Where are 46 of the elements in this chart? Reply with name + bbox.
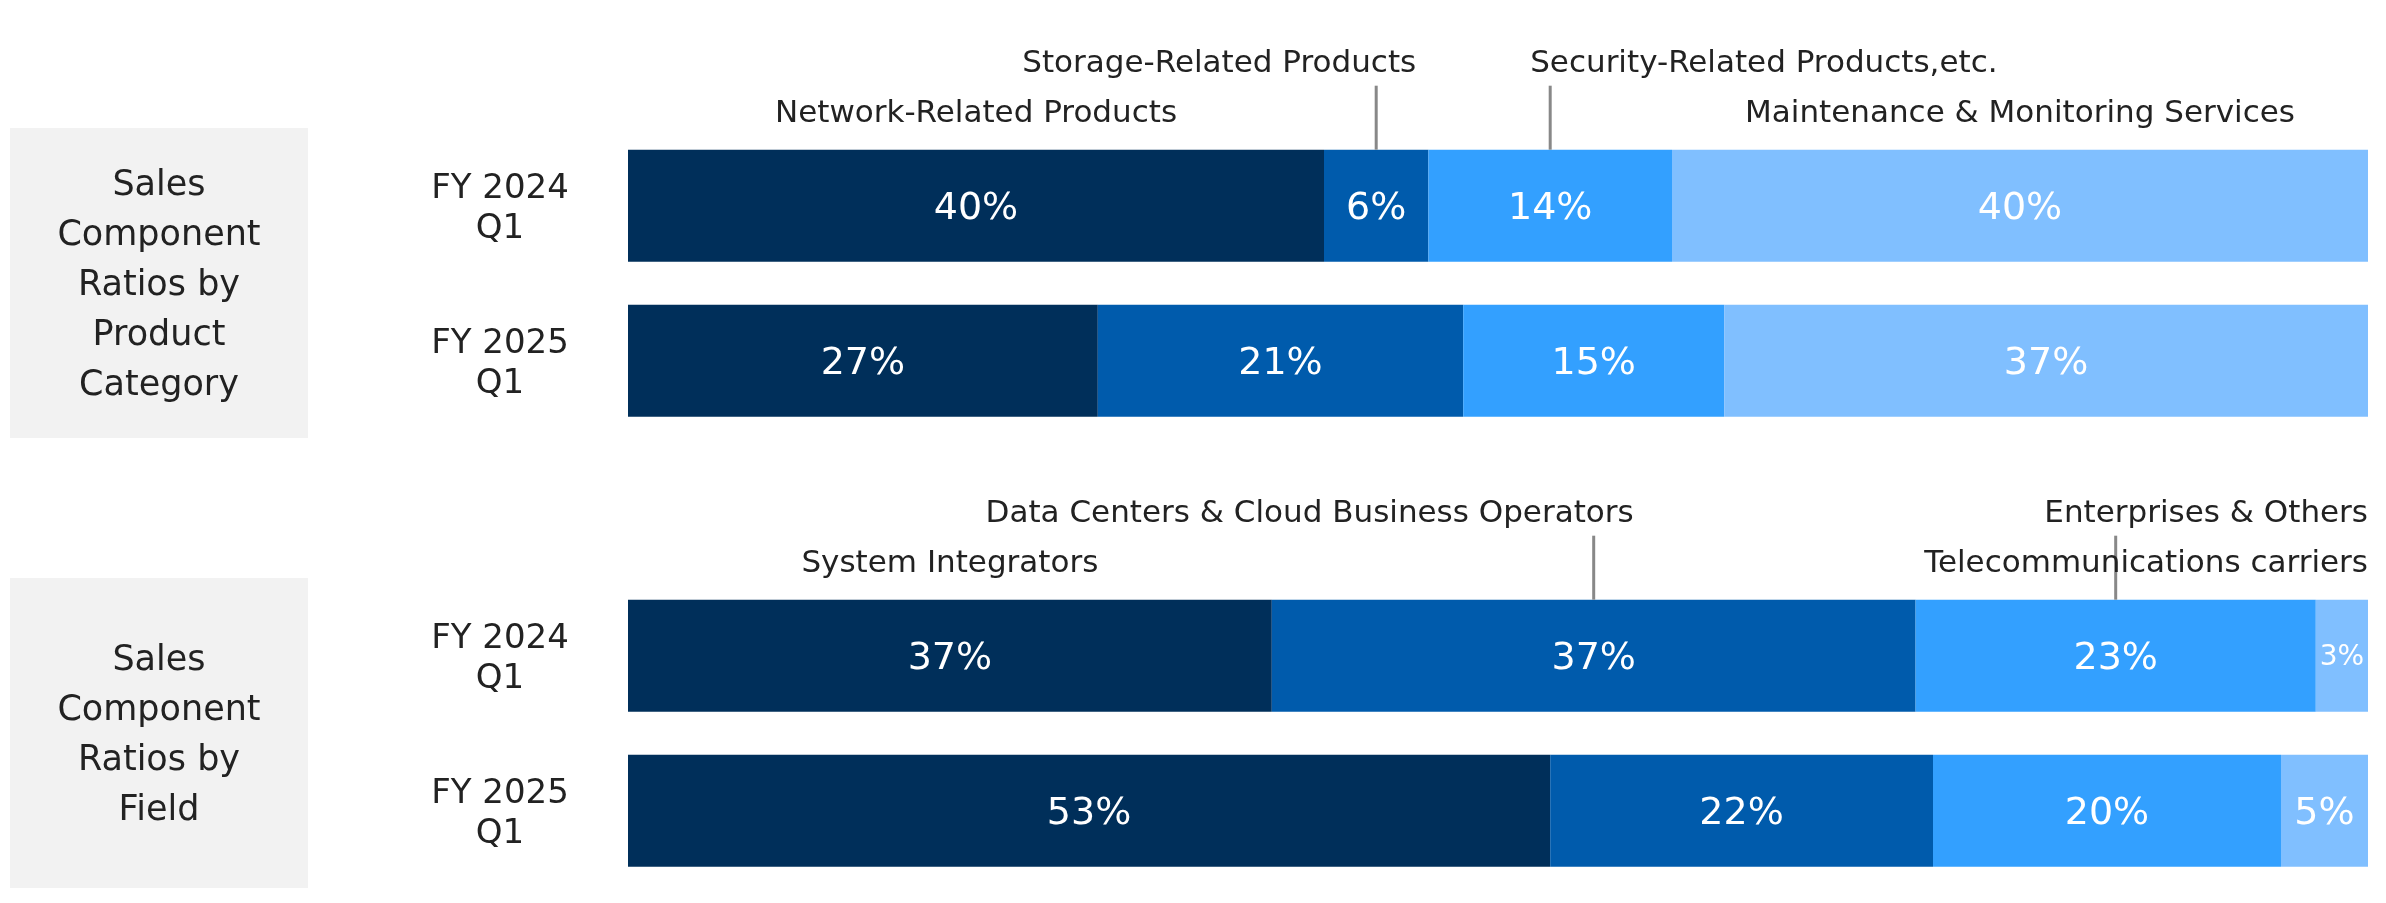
y-tick-label: FY 2025 Q1 [431,770,569,851]
bar [628,599,1272,712]
data-label: 5% [2294,788,2355,833]
bar [1271,599,1916,712]
bar [1672,149,2368,262]
data-label: 14% [1507,183,1593,228]
data-label: 37% [2003,338,2089,383]
bar [1097,304,1464,417]
bar [628,304,1098,417]
data-label: 27% [820,338,906,383]
bar [1724,304,2368,417]
series-label: System Integrators [801,542,1099,579]
bar [628,754,1551,867]
y-tick-label: FY 2024 Q1 [431,615,569,696]
text: Sales Component Ratios by Field [57,638,261,828]
data-label: 15% [1551,338,1636,383]
data-label: 37% [907,633,993,678]
bar [2281,754,2368,867]
data-label: 21% [1238,338,1323,383]
bar [1550,754,1933,867]
data-label: 3% [2319,638,2365,672]
series-label: Maintenance & Monitoring Services [1745,92,2295,129]
series-label: Network-Related Products [774,92,1178,129]
text: Security-Related Products,etc. [1530,42,1998,79]
data-label: 40% [1977,183,2063,228]
data-label: 22% [1699,788,1784,833]
bar [1428,149,1672,262]
bar [1933,754,2281,867]
text: Enterprises & Others [2044,492,2368,529]
data-label: 23% [2073,633,2158,678]
data-label: 37% [1551,633,1636,678]
bar [1915,599,2316,712]
y-tick-label: FY 2024 Q1 [431,165,569,246]
data-label: 53% [1046,788,1132,833]
bar [1463,304,1725,417]
series-label: Telecommunications carriers [1923,542,2368,579]
data-label: 20% [2064,788,2150,833]
y-tick-label: FY 2025 Q1 [431,320,569,401]
data-label: 40% [933,183,1019,228]
bar [628,149,1324,262]
bar [2315,599,2368,712]
text: Sales Component Ratios by Product Category [57,163,261,403]
text: Storage-Related Products [1022,42,1417,79]
bar [1324,149,1429,262]
data-label: 6% [1346,183,1407,228]
text: Data Centers & Cloud Business Operators [985,492,1634,529]
